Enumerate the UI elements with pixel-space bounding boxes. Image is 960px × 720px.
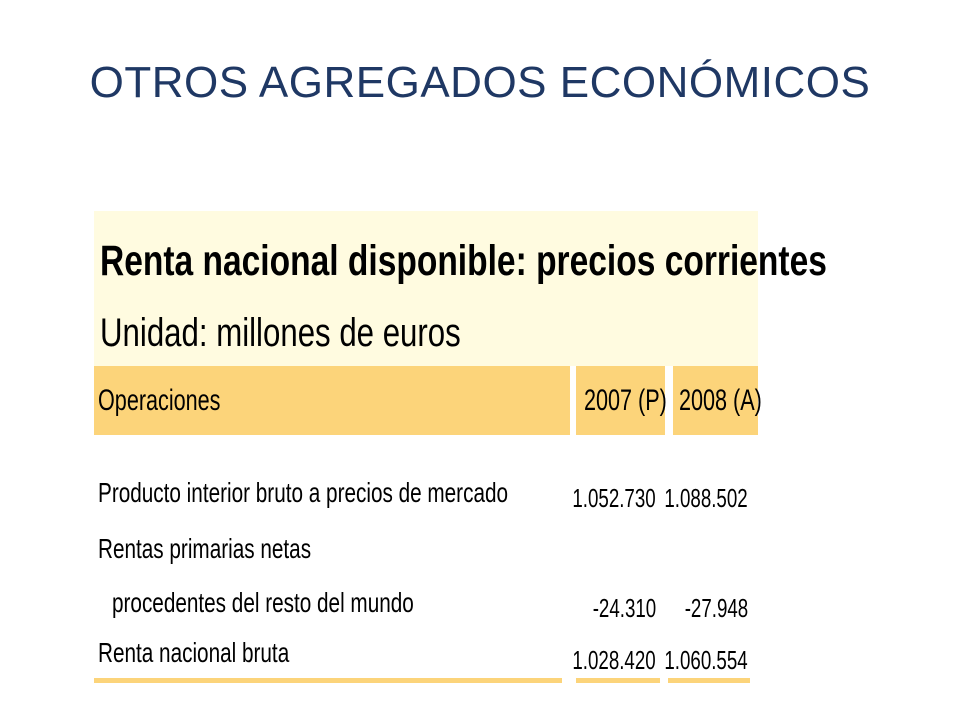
table-row-label: Rentas primarias netas <box>98 533 312 564</box>
table-unit: Unidad: millones de euros <box>100 311 461 355</box>
column-header-operations: Operaciones <box>94 366 570 435</box>
table-cell-2008: -27.948 <box>684 593 748 623</box>
table-row-label: Producto interior bruto a precios de mer… <box>98 477 509 508</box>
table-cell-2008: 1.060.554 <box>664 645 748 675</box>
table-cell-2008: 1.088.502 <box>664 483 748 513</box>
table-cell-2007: -24.310 <box>592 593 656 623</box>
table-cell-2007: 1.052.730 <box>572 483 656 513</box>
table-row-label: procedentes del resto del mundo <box>112 587 414 618</box>
data-table: Renta nacional disponible: precios corri… <box>94 211 827 683</box>
column-header-2007: 2007 (P) <box>576 366 667 435</box>
table-cell-2007: 1.028.420 <box>572 645 656 675</box>
table-bottom-rule-operations <box>94 678 562 683</box>
column-header-2007-label: 2007 (P) <box>584 384 667 417</box>
column-header-operations-label: Operaciones <box>98 384 221 417</box>
slide-title: OTROS AGREGADOS ECONÓMICOS <box>89 58 871 107</box>
table-header-block: Renta nacional disponible: precios corri… <box>94 211 827 366</box>
table-row-label: Renta nacional bruta <box>98 637 290 668</box>
table-bottom-rule-2008 <box>668 678 750 683</box>
table-bottom-rule-2007 <box>576 678 660 683</box>
table-title: Renta nacional disponible: precios corri… <box>100 237 827 285</box>
column-header-2008-label: 2008 (A) <box>679 384 762 417</box>
column-header-2008: 2008 (A) <box>673 366 762 435</box>
